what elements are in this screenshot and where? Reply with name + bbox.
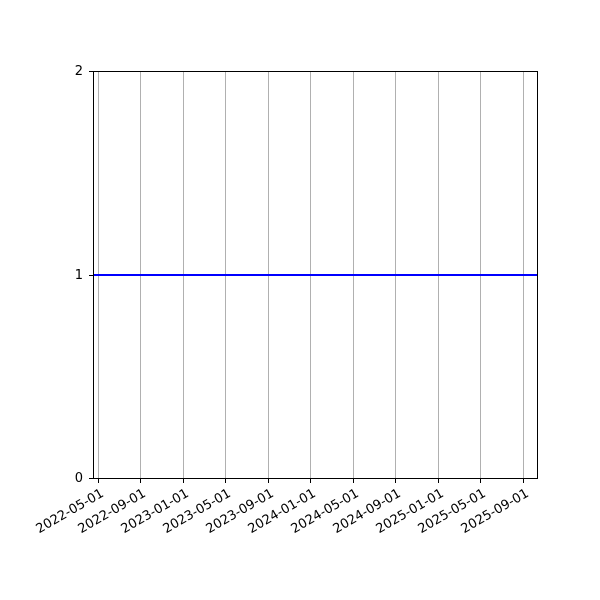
x-tick — [395, 479, 396, 483]
y-tick-label: 1 — [74, 267, 83, 283]
plot-area — [93, 71, 538, 479]
x-tick — [522, 479, 524, 483]
x-tick — [352, 479, 354, 483]
y-tick — [89, 71, 93, 72]
x-tick — [437, 479, 439, 483]
y-tick-label: 0 — [74, 471, 83, 486]
x-tick — [225, 479, 226, 483]
y-tick — [89, 478, 93, 479]
data-line — [94, 274, 537, 276]
y-tick — [89, 274, 93, 276]
x-tick — [310, 479, 311, 483]
y-tick-label: 2 — [74, 64, 83, 79]
x-tick — [140, 479, 141, 483]
x-tick — [267, 479, 269, 483]
x-tick — [480, 479, 481, 483]
x-tick — [97, 479, 99, 483]
x-tick — [182, 479, 184, 483]
